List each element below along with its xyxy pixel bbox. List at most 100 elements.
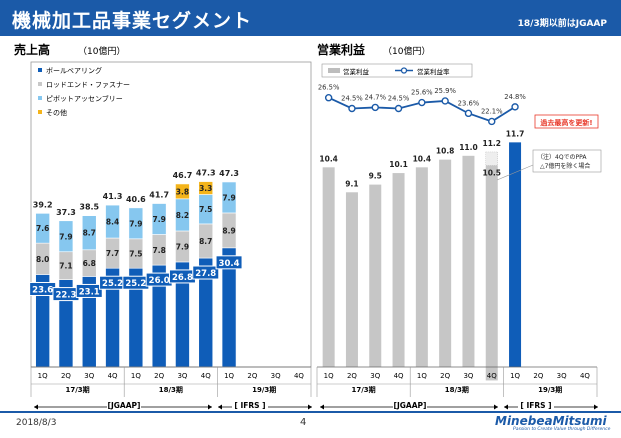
sales-value-label: 6.8 [83, 259, 96, 268]
sales-value-label: 8.7 [83, 229, 96, 238]
footer-date: 2018/8/3 [16, 418, 57, 428]
profit-value-label: 10.1 [389, 160, 408, 169]
sales-value-label: 23.6 [32, 285, 53, 295]
profit-arrow-head [494, 404, 498, 410]
profit-note-line1: （注）4QでのPPA [537, 153, 587, 161]
profit-margin-marker [464, 109, 473, 118]
sales-value-label: 3.3 [199, 184, 212, 193]
profit-margin-label: 25.6% [411, 89, 433, 97]
profit-quarter-label: 3Q [463, 372, 473, 380]
profit-title: 営業利益 [317, 42, 365, 57]
profit-margin-marker [348, 104, 356, 113]
profit-bar [509, 142, 522, 367]
sales-quarter-label: 1Q [224, 372, 234, 380]
profit-value-label: 11.2 [482, 139, 501, 148]
profit-quarter-label: 4Q [487, 372, 497, 380]
sales-quarter-label: 2Q [247, 372, 257, 380]
sales-bar-segment [151, 203, 167, 235]
profit-jgaap-bg [393, 400, 427, 410]
profit-legend-marker [400, 67, 408, 74]
sales-ifrs-label: [ IFRS ] [234, 401, 265, 410]
sales-value-label: 7.9 [59, 232, 72, 241]
profit-margin-label: 24.7% [364, 93, 386, 101]
sales-year-label: 19/3期 [252, 385, 276, 394]
sales-bar-segment [35, 213, 50, 244]
sales-value-label: 7.8 [153, 246, 166, 255]
sales-total-label: 40.6 [126, 195, 146, 204]
sales-value-label: 3.8 [176, 187, 189, 196]
profit-margin-label: 24.8% [504, 93, 526, 101]
profit-margin-label: 24.5% [388, 95, 410, 103]
sales-year-label: 17/3期 [66, 385, 90, 394]
sales-value-label: 7.6 [36, 224, 49, 233]
sales-label-box [192, 265, 220, 280]
footer-divider [0, 411, 621, 413]
profit-margin-label: 24.5% [341, 95, 363, 103]
sales-jgaap-bg [107, 400, 141, 410]
profit-bar-ppa-portion [485, 151, 498, 166]
sales-total-label: 47.3 [196, 169, 216, 178]
sales-value-label: 8.2 [176, 211, 189, 220]
logo-text: MinebeaMitsumi [495, 414, 607, 428]
sales-arrow-head [208, 404, 212, 410]
profit-margin-marker [488, 117, 496, 126]
profit-quarter-label: 4Q [394, 372, 404, 380]
profit-year-label: 18/3期 [445, 385, 469, 394]
profit-arrow-head [594, 404, 598, 410]
sales-legend-label: ピボットアッセンブリー [46, 94, 123, 103]
sales-value-label: 7.5 [129, 250, 142, 259]
profit-ifrs-bg [518, 400, 554, 410]
profit-value-label: 11.0 [459, 143, 478, 152]
sales-value-label: 8.0 [36, 255, 49, 264]
profit-margin-marker [394, 104, 403, 113]
profit-bar [369, 184, 382, 367]
sales-total-label: 39.2 [33, 200, 53, 209]
profit-year-label: 19/3期 [538, 385, 562, 394]
profit-value-label: 10.8 [436, 147, 455, 156]
profit-ifrs-label: [ IFRS ] [520, 401, 551, 410]
sales-unit: （10億円） [78, 45, 125, 57]
profit-quarter-label: 3Q [557, 372, 567, 380]
profit-quarter-label: 4Q [580, 372, 590, 380]
profit-quarter-label: 3Q [370, 372, 380, 380]
profit-quarter-label: 1Q [417, 372, 427, 380]
profit-jgaap-label: [JGAAP] [394, 401, 427, 410]
profit-arrow-head [320, 404, 324, 410]
profit-quarter-label: 2Q [347, 372, 357, 380]
sales-value-label: 7.9 [129, 219, 142, 228]
sales-quarter-label: 4Q [201, 372, 211, 380]
sales-title: 売上高 [14, 42, 50, 57]
profit-margin-marker [371, 103, 379, 112]
sales-value-label: 8.4 [106, 218, 119, 227]
profit-bar [345, 192, 358, 367]
profit-quarter-label: 1Q [324, 372, 334, 380]
profit-year-label: 17/3期 [352, 385, 376, 394]
sales-value-label: 26.0 [149, 276, 170, 286]
sales-value-label: 30.4 [219, 259, 240, 269]
sales-legend-label: その他 [46, 108, 67, 117]
sales-quarter-label: 1Q [131, 372, 141, 380]
profit-arrow-head [504, 404, 508, 410]
sales-bar-segment [105, 204, 120, 239]
profit-legend-line-label: 営業利益率 [417, 67, 450, 76]
sales-value-label: 8.9 [222, 226, 235, 235]
sales-legend-swatch [38, 110, 42, 114]
profit-quarter-label: 1Q [510, 372, 520, 380]
sales-arrow-head [218, 404, 222, 410]
header-bar: 機械加工品事業セグメント 18/3期以前はJGAAP [0, 0, 621, 36]
profit-legend-bar-swatch [328, 68, 340, 73]
sales-bar-segment [198, 181, 214, 195]
sales-quarter-label: 1Q [38, 372, 48, 380]
sales-value-label: 7.9 [153, 215, 166, 224]
sales-value-label: 7.9 [222, 193, 235, 202]
accounting-note: 18/3期以前はJGAAP [517, 19, 607, 29]
sales-legend-swatch [38, 96, 42, 100]
profit-bar [415, 167, 428, 367]
profit-legend-bar-label: 営業利益 [343, 67, 370, 76]
sales-bar-segment [221, 181, 237, 214]
profit-note-line2: △7億円を除く場合 [540, 162, 590, 170]
sales-value-label: 22.3 [55, 291, 76, 301]
page-title: 機械加工品事業セグメント [12, 10, 253, 32]
profit-margin-marker [511, 103, 519, 111]
